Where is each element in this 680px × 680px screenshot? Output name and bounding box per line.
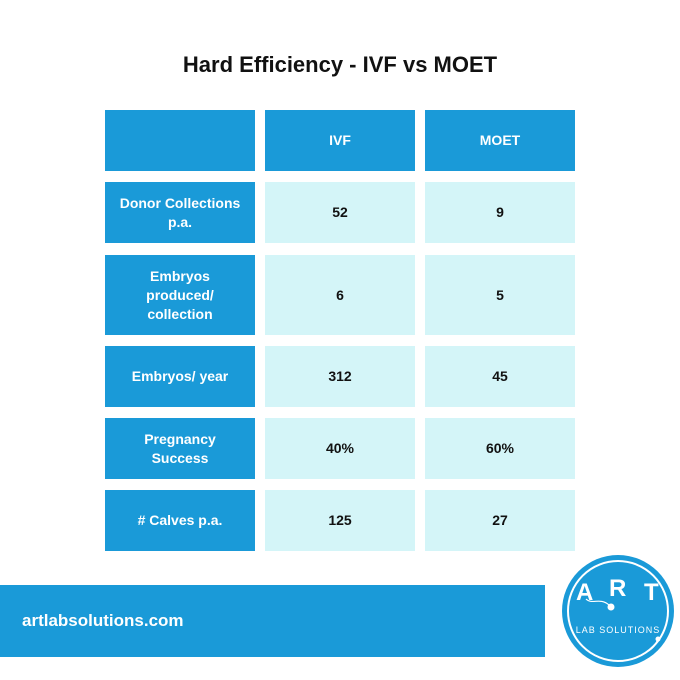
cell-moet-pregnancy-success: 60% (425, 418, 575, 479)
page-title: Hard Efficiency - IVF vs MOET (182, 52, 498, 77)
cell-ivf-pregnancy-success: 40% (265, 418, 415, 479)
table-header-ivf: IVF (265, 110, 415, 171)
website-link[interactable]: artlabsolutions.com (22, 611, 184, 630)
art-lab-solutions-logo: A R T LAB SOLUTIONS (562, 555, 674, 667)
row-label-calves: # Calves p.a. (105, 490, 255, 551)
row-label-pregnancy-success: Pregnancy Success (105, 418, 255, 479)
cell-moet-embryos-year: 45 (425, 346, 575, 407)
logo-letter-r: R (609, 575, 627, 602)
logo-letter-t: T (644, 579, 659, 606)
logo-ring (567, 560, 669, 662)
cell-moet-calves: 27 (425, 490, 575, 551)
cell-ivf-calves: 125 (265, 490, 415, 551)
sperm-icon (585, 598, 661, 656)
footer-bar: artlabsolutions.com (0, 585, 545, 657)
cell-moet-donor-collections: 9 (425, 182, 575, 243)
cell-moet-embryos-produced: 5 (425, 255, 575, 335)
row-label-donor-collections: Donor Collections p.a. (105, 182, 255, 243)
table-header-moet: MOET (425, 110, 575, 171)
logo-subtitle: LAB SOLUTIONS (575, 625, 661, 635)
table-header-empty (105, 110, 255, 171)
cell-ivf-donor-collections: 52 (265, 182, 415, 243)
cell-ivf-embryos-produced: 6 (265, 255, 415, 335)
row-label-embryos-produced: Embryos produced/ collection (105, 255, 255, 335)
cell-ivf-embryos-year: 312 (265, 346, 415, 407)
row-label-embryos-year: Embryos/ year (105, 346, 255, 407)
logo-letter-a: A (576, 579, 594, 606)
